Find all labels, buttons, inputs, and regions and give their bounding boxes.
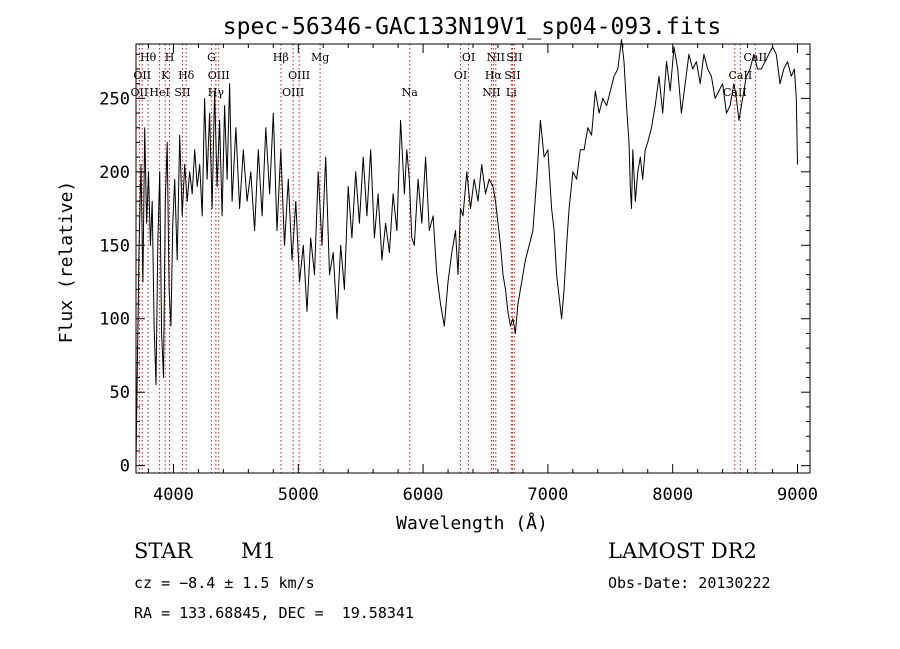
marker-label: Hα <box>485 69 503 82</box>
marker-label: SII <box>506 51 522 64</box>
y-tick-label: 200 <box>99 163 130 183</box>
marker-label: H <box>165 51 175 64</box>
observation-date: Obs-Date: 20130222 <box>608 574 771 592</box>
series-layer <box>135 39 798 466</box>
marker-label: Mg <box>311 51 329 64</box>
marker-label: OI <box>454 69 467 82</box>
marker-label: Li <box>506 86 517 99</box>
survey-name: LAMOST DR2 <box>608 539 757 563</box>
x-tick-label: 6000 <box>403 485 444 505</box>
marker-label: SII <box>504 69 520 82</box>
marker-label: Na <box>402 86 419 99</box>
object-subclass: M1 <box>241 539 276 563</box>
chart-title: spec-56346-GAC133N19V1_sp04-093.fits <box>223 14 722 40</box>
spectrum-series-line <box>135 39 798 466</box>
plot-frame <box>135 43 811 474</box>
marker-label: Hθ <box>140 51 157 64</box>
marker-label: SII <box>174 86 190 99</box>
marker-label: OIII <box>208 69 230 82</box>
marker-label: Hγ <box>208 86 225 99</box>
marker-label: G <box>207 51 216 64</box>
marker-label: CaII <box>743 51 767 64</box>
y-tick-label: 150 <box>99 236 130 256</box>
marker-label: OII <box>131 86 149 99</box>
spectral-line-markers: OIIOIIHθHeIKHSIIHδGHγOIIIHβOIIIOIIIMgNaO… <box>131 44 767 473</box>
y-axis-label: Flux (relative) <box>56 181 77 344</box>
x-tick-label: 4000 <box>153 485 194 505</box>
marker-label: OIII <box>282 86 304 99</box>
y-tick-label: 0 <box>120 457 130 477</box>
marker-label: K <box>161 69 170 82</box>
marker-label: Hδ <box>178 69 195 82</box>
marker-label: OII <box>133 69 151 82</box>
x-tick-label: 7000 <box>527 485 568 505</box>
marker-label: OI <box>462 51 475 64</box>
marker-label: HeI <box>149 86 169 99</box>
x-axis-label: Wavelength (Å) <box>396 512 548 534</box>
sky-coordinates: RA = 133.68845, DEC = 19.58341 <box>134 604 414 622</box>
y-tick-label: 250 <box>99 89 130 109</box>
x-tick-label: 9000 <box>777 485 818 505</box>
marker-label: NII <box>487 51 505 64</box>
redshift-velocity: cz = −8.4 ± 1.5 km/s <box>134 574 315 592</box>
marker-label: Hβ <box>273 51 289 64</box>
x-tick-label: 8000 <box>652 485 693 505</box>
y-tick-label: 100 <box>99 310 130 330</box>
marker-label: NII <box>482 86 500 99</box>
x-tick-label: 5000 <box>278 485 319 505</box>
object-class: STAR <box>134 539 193 563</box>
marker-label: OIII <box>288 69 310 82</box>
y-tick-label: 50 <box>110 383 130 403</box>
axes: 4000 5000 6000 7000 8000 9000 0 50 100 150 200 250 <box>99 44 818 505</box>
